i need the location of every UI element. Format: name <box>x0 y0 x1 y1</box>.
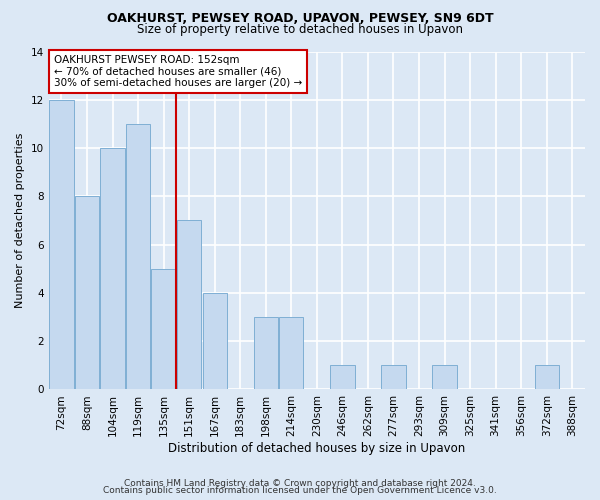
Y-axis label: Number of detached properties: Number of detached properties <box>15 133 25 308</box>
Bar <box>203 293 227 390</box>
Bar <box>433 366 457 390</box>
Bar <box>151 269 176 390</box>
Text: OAKHURST PEWSEY ROAD: 152sqm
← 70% of detached houses are smaller (46)
30% of se: OAKHURST PEWSEY ROAD: 152sqm ← 70% of de… <box>54 55 302 88</box>
Bar <box>126 124 150 390</box>
Text: OAKHURST, PEWSEY ROAD, UPAVON, PEWSEY, SN9 6DT: OAKHURST, PEWSEY ROAD, UPAVON, PEWSEY, S… <box>107 12 493 26</box>
Bar <box>49 100 74 390</box>
Bar <box>254 317 278 390</box>
X-axis label: Distribution of detached houses by size in Upavon: Distribution of detached houses by size … <box>168 442 466 455</box>
Bar <box>535 366 559 390</box>
Text: Contains public sector information licensed under the Open Government Licence v3: Contains public sector information licen… <box>103 486 497 495</box>
Bar <box>279 317 304 390</box>
Text: Contains HM Land Registry data © Crown copyright and database right 2024.: Contains HM Land Registry data © Crown c… <box>124 478 476 488</box>
Bar <box>330 366 355 390</box>
Bar <box>75 196 99 390</box>
Bar <box>100 148 125 390</box>
Bar <box>177 220 201 390</box>
Bar <box>382 366 406 390</box>
Text: Size of property relative to detached houses in Upavon: Size of property relative to detached ho… <box>137 22 463 36</box>
